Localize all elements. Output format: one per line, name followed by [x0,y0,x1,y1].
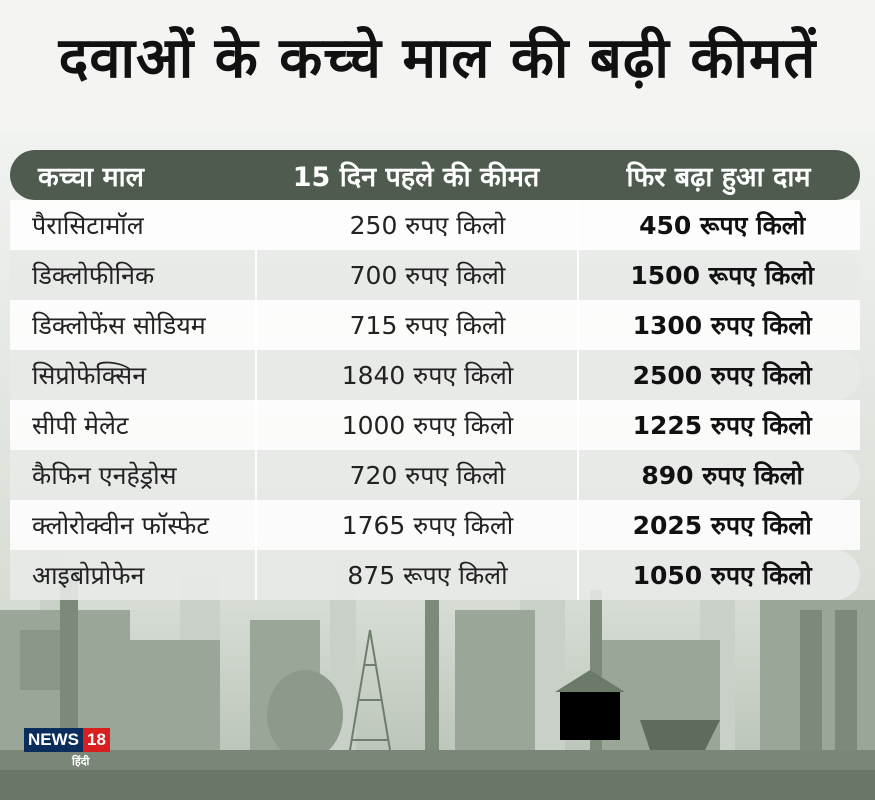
cell-new-price: 1300 रुपए किलो [632,311,812,340]
cell-item: पैरासिटामॉल [32,211,144,240]
cell-old-price: 720 रुपए किलो [349,461,506,490]
cell-new-price: 1500 रूपए किलो [630,261,814,290]
cell-item: डिक्लोफेंस सोडियम [32,311,206,340]
table-row: आइबोप्रोफेन 875 रूपए किलो 1050 रुपए किलो [10,550,860,600]
cell-new-price: 450 रूपए किलो [639,211,806,240]
table-row: सिप्रोफेक्सिन 1840 रुपए किलो 2500 रुपए क… [10,350,860,400]
cell-old-price: 1840 रुपए किलो [341,361,514,390]
header-raw-material: कच्चा माल [38,161,144,193]
table-row: क्लोरोक्वीन फॉस्फेट 1765 रुपए किलो 2025 … [10,500,860,550]
table-row: पैरासिटामॉल 250 रुपए किलो 450 रूपए किलो [10,200,860,250]
news18-logo: NEWS 18 हिंदी [24,728,114,774]
cell-old-price: 700 रुपए किलो [349,261,506,290]
cell-new-price: 890 रुपए किलो [641,461,803,490]
cell-new-price: 1050 रुपए किलो [632,561,812,590]
logo-news-text: NEWS [24,728,83,752]
cell-old-price: 250 रुपए किलो [349,211,506,240]
cell-new-price: 1225 रुपए किलो [632,411,812,440]
cell-new-price: 2025 रुपए किलो [632,511,812,540]
table-row: डिक्लोफेंस सोडियम 715 रुपए किलो 1300 रुप… [10,300,860,350]
price-table: कच्चा माल 15 दिन पहले की कीमत फिर बढ़ा ह… [10,150,860,600]
header-new-price: फिर बढ़ा हुआ दाम [626,161,811,193]
table-row: कैफिन एनहेड्रोस 720 रुपए किलो 890 रुपए क… [10,450,860,500]
cell-old-price: 875 रूपए किलो [347,561,508,590]
cell-item: सिप्रोफेक्सिन [32,361,147,390]
cell-old-price: 1765 रुपए किलो [341,511,514,540]
table-row: डिक्लोफीनिक 700 रुपए किलो 1500 रूपए किलो [10,250,860,300]
page-title: दवाओं के कच्चे माल की बढ़ी कीमतें [58,26,817,91]
table-header: कच्चा माल 15 दिन पहले की कीमत फिर बढ़ा ह… [10,150,860,200]
cell-item: क्लोरोक्वीन फॉस्फेट [32,511,209,540]
cell-item: सीपी मेलेट [32,411,129,440]
cell-new-price: 2500 रुपए किलो [632,361,812,390]
cell-item: कैफिन एनहेड्रोस [32,461,177,490]
cell-old-price: 1000 रुपए किलो [341,411,514,440]
column-divider [255,200,257,600]
cell-old-price: 715 रुपए किलो [349,311,506,340]
cell-item: आइबोप्रोफेन [32,561,145,590]
cell-item: डिक्लोफीनिक [32,261,155,290]
header-old-price: 15 दिन पहले की कीमत [292,161,540,193]
column-divider [577,200,579,600]
logo-number: 18 [83,728,110,752]
logo-language: हिंदी [72,755,90,768]
table-row: सीपी मेलेट 1000 रुपए किलो 1225 रुपए किलो [10,400,860,450]
